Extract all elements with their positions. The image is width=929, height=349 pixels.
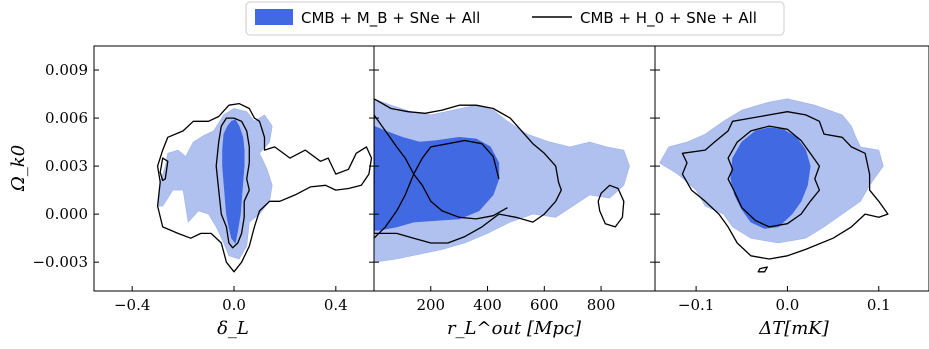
legend-frame <box>245 1 785 36</box>
panel-delta-l: −0.4 0.0 0.4 <box>93 45 375 314</box>
x-tick-label: 400 <box>473 296 502 314</box>
legend-swatch-filled <box>255 9 293 25</box>
legend-label-line: CMB + H_0 + SNe + All <box>580 9 757 28</box>
legend-label-filled: CMB + M_B + SNe + All <box>301 9 480 28</box>
line-contour-line-x2 <box>374 139 500 239</box>
y-axis-label: Ω_k0 <box>8 145 29 192</box>
x-tick-label: 600 <box>530 296 559 314</box>
line-contour-line-95 <box>681 111 889 260</box>
x-axis-label-delta-l: δ_L <box>217 318 249 339</box>
y-tick-label: 0.000 <box>45 205 88 223</box>
line-contour-line-x <box>374 114 508 220</box>
x-tick-label: 800 <box>587 296 616 314</box>
line-contour-line-island <box>597 184 625 228</box>
line-contour-line-island <box>757 266 768 273</box>
line-contour-line-95 <box>374 98 562 244</box>
y-tick-label: −0.003 <box>32 253 88 271</box>
x-tick-label: 0.4 <box>324 296 348 314</box>
x-tick-label: 0.0 <box>222 296 246 314</box>
y-tick-label: 0.003 <box>45 157 88 175</box>
y-tick-label: 0.009 <box>45 61 88 79</box>
panel-frame <box>654 45 929 292</box>
line-contour-line-68 <box>215 117 250 249</box>
x-tick-label: −0.1 <box>678 296 714 314</box>
y-tick-label: 0.006 <box>45 109 88 127</box>
x-tick-label: 0.1 <box>867 296 891 314</box>
filled-contour-95 <box>374 98 630 263</box>
line-contour-line-95 <box>156 102 373 273</box>
x-tick-label: 200 <box>416 296 445 314</box>
legend: CMB + M_B + SNe + All CMB + H_0 + SNe + … <box>245 1 785 36</box>
x-axis-label-r-out: r_L^out [Mpc] <box>447 318 582 339</box>
filled-contour-68 <box>222 119 245 244</box>
panel-r-out: 200 400 600 800 <box>369 45 656 314</box>
line-contour-line-68 <box>727 125 821 228</box>
panel-delta-t: −0.1 0.0 0.1 <box>650 45 929 314</box>
x-tick-label: −0.4 <box>114 296 150 314</box>
line-contour-line-95-island <box>159 157 169 182</box>
x-axis-label-delta-t: ΔT[mK] <box>758 318 830 339</box>
y-tick-labels: −0.003 0.000 0.003 0.006 0.009 <box>32 61 88 271</box>
filled-contour-68 <box>730 127 811 229</box>
x-tick-label: 0.0 <box>776 296 800 314</box>
